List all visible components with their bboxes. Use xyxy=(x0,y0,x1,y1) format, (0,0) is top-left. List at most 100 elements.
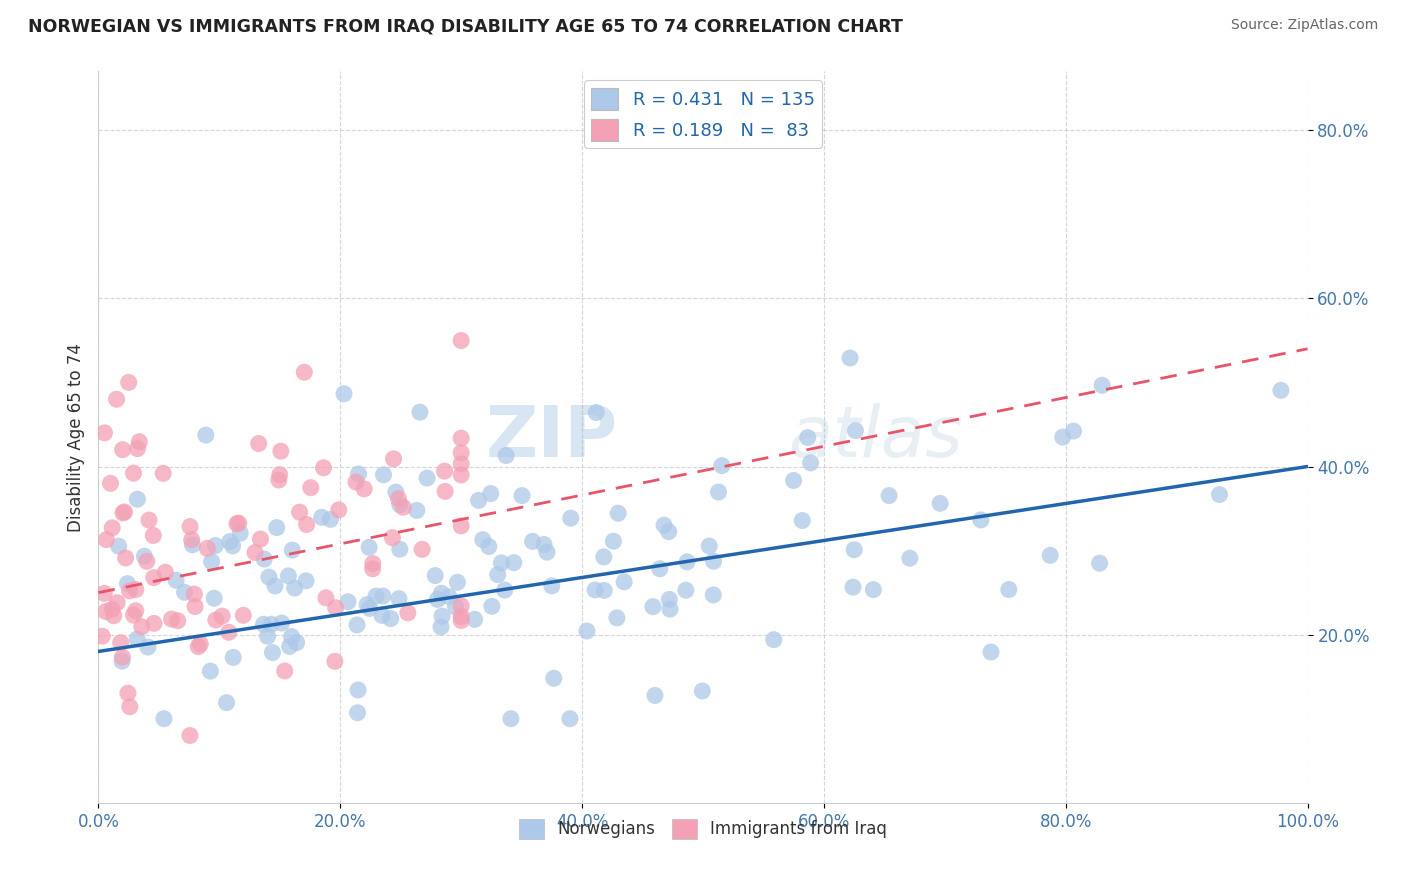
Point xyxy=(536,545,558,559)
Point xyxy=(122,607,145,622)
Point xyxy=(388,591,411,606)
Point xyxy=(702,588,724,602)
Point xyxy=(583,582,606,597)
Point xyxy=(792,514,814,528)
Point xyxy=(478,540,501,554)
Point xyxy=(486,567,509,582)
Point xyxy=(160,612,183,626)
Point xyxy=(434,484,457,499)
Point xyxy=(125,604,148,618)
Point xyxy=(105,392,128,407)
Point xyxy=(371,608,394,623)
Point xyxy=(122,466,145,480)
Point xyxy=(101,521,124,535)
Point xyxy=(426,592,449,607)
Point xyxy=(430,586,453,600)
Point xyxy=(257,570,280,584)
Point xyxy=(138,513,160,527)
Point xyxy=(430,609,453,624)
Point xyxy=(252,617,274,632)
Point xyxy=(464,612,486,626)
Point xyxy=(131,620,153,634)
Point xyxy=(359,601,381,615)
Point xyxy=(155,565,177,579)
Point xyxy=(585,405,607,419)
Point xyxy=(315,591,337,605)
Point xyxy=(494,583,516,598)
Point xyxy=(253,552,276,566)
Point xyxy=(180,533,202,547)
Point xyxy=(222,650,245,665)
Point xyxy=(128,434,150,449)
Point xyxy=(194,428,217,442)
Point xyxy=(312,460,335,475)
Point xyxy=(281,543,304,558)
Point xyxy=(229,526,252,541)
Point xyxy=(450,614,472,628)
Point xyxy=(111,650,134,665)
Point xyxy=(105,596,128,610)
Point xyxy=(450,599,472,613)
Point xyxy=(347,467,370,481)
Point xyxy=(152,467,174,481)
Point xyxy=(280,630,302,644)
Point xyxy=(218,625,240,640)
Point xyxy=(593,583,616,598)
Point xyxy=(243,545,266,559)
Point xyxy=(450,446,472,460)
Point xyxy=(644,689,666,703)
Point xyxy=(125,582,148,597)
Point xyxy=(450,609,472,624)
Point xyxy=(364,589,387,603)
Point xyxy=(337,595,360,609)
Point xyxy=(184,599,207,614)
Point xyxy=(499,712,522,726)
Point xyxy=(898,551,921,566)
Point xyxy=(606,611,628,625)
Point xyxy=(697,539,720,553)
Point xyxy=(388,542,411,557)
Point xyxy=(510,489,533,503)
Point xyxy=(782,474,804,488)
Point xyxy=(346,706,368,720)
Point xyxy=(226,516,249,531)
Point xyxy=(333,386,356,401)
Text: ZIP: ZIP xyxy=(486,402,619,472)
Point xyxy=(211,609,233,624)
Text: Source: ZipAtlas.com: Source: ZipAtlas.com xyxy=(1230,18,1378,32)
Point xyxy=(502,556,524,570)
Point xyxy=(111,654,134,668)
Point xyxy=(202,591,225,606)
Point xyxy=(134,549,156,564)
Point xyxy=(1052,430,1074,444)
Point xyxy=(221,539,243,553)
Point xyxy=(929,496,952,510)
Point xyxy=(319,512,342,526)
Point xyxy=(256,629,278,643)
Point xyxy=(450,519,472,533)
Point xyxy=(179,519,201,533)
Point xyxy=(1208,487,1230,501)
Point xyxy=(560,511,582,525)
Point xyxy=(382,451,405,466)
Point xyxy=(311,510,333,524)
Point xyxy=(142,528,165,542)
Point xyxy=(93,586,115,600)
Point xyxy=(359,541,381,555)
Point xyxy=(592,549,614,564)
Point xyxy=(533,537,555,551)
Point xyxy=(111,442,134,457)
Point xyxy=(247,436,270,450)
Point xyxy=(1063,424,1085,438)
Point xyxy=(101,602,124,616)
Point xyxy=(575,624,598,638)
Point xyxy=(188,637,211,651)
Point xyxy=(558,712,581,726)
Point xyxy=(479,486,502,500)
Point xyxy=(361,562,384,576)
Point xyxy=(200,664,222,678)
Point xyxy=(602,534,624,549)
Point xyxy=(347,682,370,697)
Point xyxy=(467,493,489,508)
Point xyxy=(433,464,456,478)
